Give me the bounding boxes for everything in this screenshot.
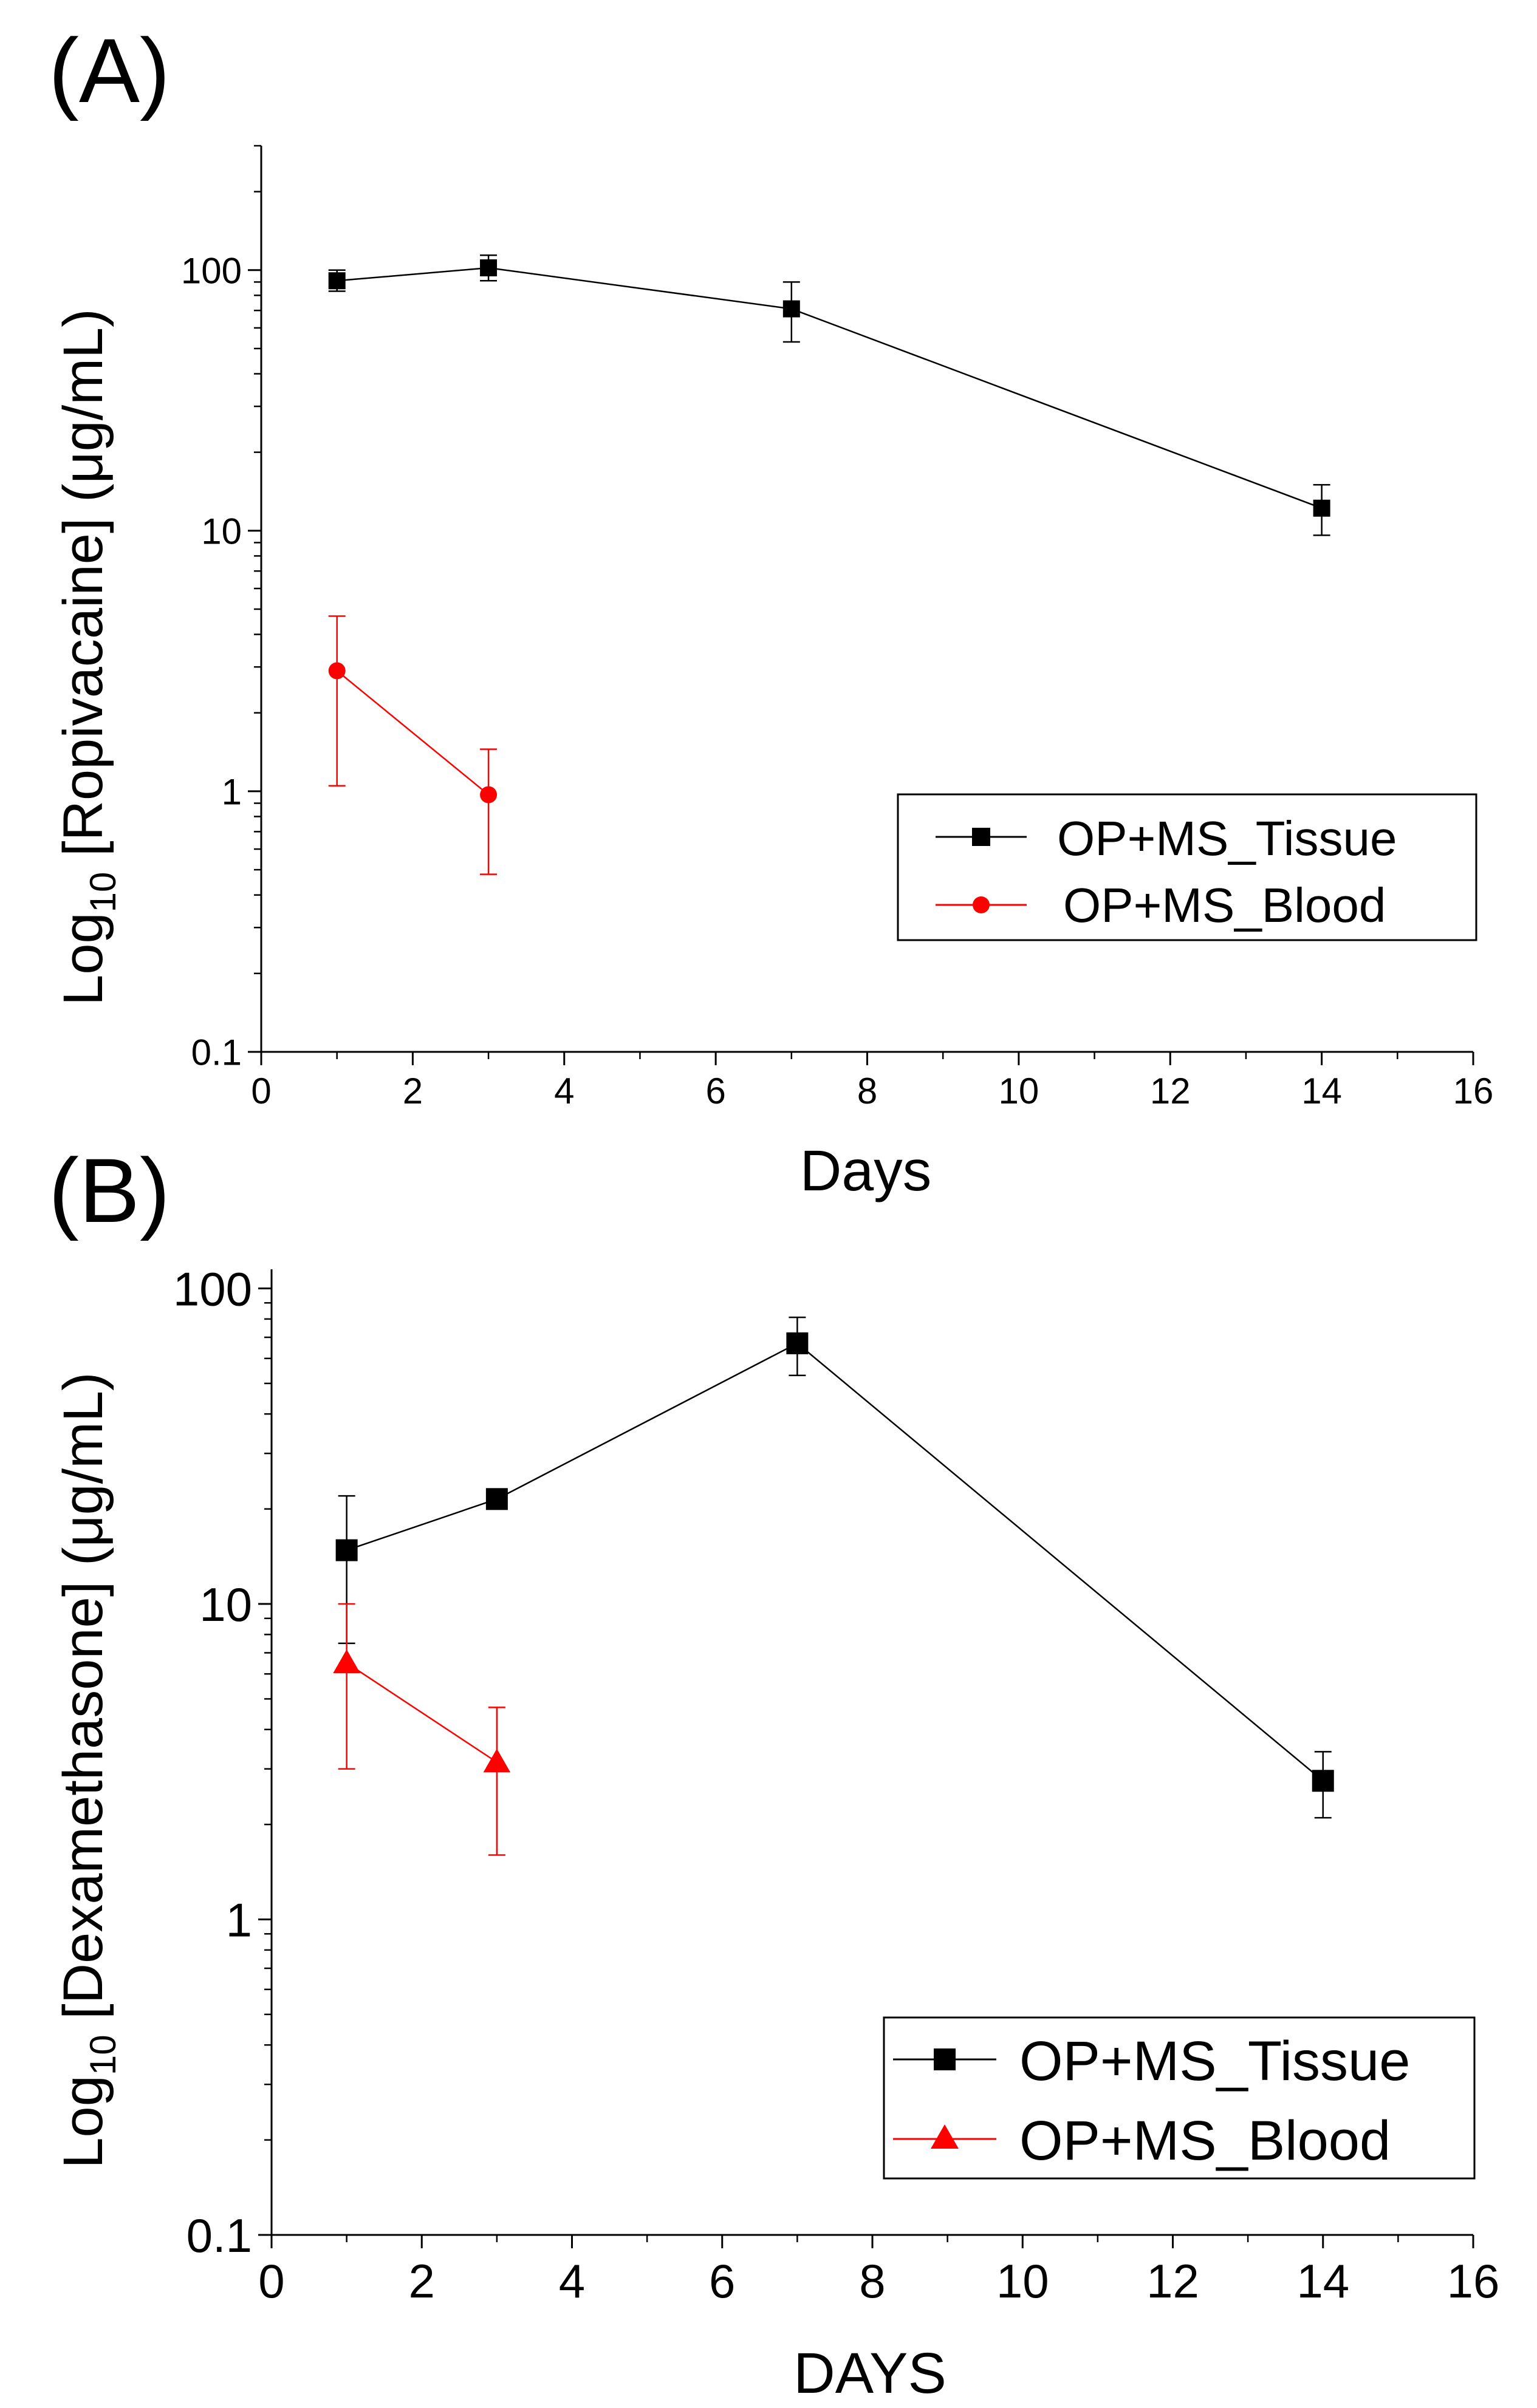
panel-a-legend-tissue-marker [972,828,990,846]
panel-b-legend-box [883,2016,1476,2180]
panel-b-y-title-rest: [Dexamethasone] (μg/mL) [52,1372,114,2035]
panel-b-x-tick-label: 16 [1447,2254,1500,2308]
panel-a-legend: OP+MS_Tissue OP+MS_Blood [897,793,1477,941]
panel-b-x-tick-label: 14 [1296,2254,1349,2308]
panel-a-x-tick-label: 4 [554,1071,574,1111]
panel-b-x-tick-label: 0 [258,2254,284,2308]
panel-b-legend-tissue-label: OP+MS_Tissue [1019,2030,1410,2092]
panel-a-x-tick-label: 8 [857,1071,877,1111]
panel-a-x-tick-label: 2 [403,1071,423,1111]
panel-b-legend: OP+MS_Tissue OP+MS_Blood [883,2016,1476,2180]
panel-b-x-tick-label: 8 [859,2254,885,2308]
panel-a-series-0-point [328,272,346,290]
panel-a-x-tick-label: 6 [705,1071,725,1111]
panel-a-x-axis-title: Days [800,1139,931,1203]
panel-a-legend-tissue-label: OP+MS_Tissue [1057,811,1397,865]
panel-b-legend-tissue-marker [934,2048,956,2070]
panel-a-y-title-rest: [Ropivacaine] (μg/mL) [52,309,114,871]
panel-b-legend-blood-marker [931,2124,959,2149]
panel-a-x-tick-label: 16 [1453,1071,1494,1111]
panel-a-series-1-point [480,786,498,803]
panel-b-y-title-log: Log [52,2075,114,2169]
panel-a-x-tick-label: 14 [1301,1071,1342,1111]
panel-a-x-tick-label: 10 [999,1071,1039,1111]
panel-a-series-0-point [782,300,800,318]
panel-a-x-tick-label: 12 [1150,1071,1191,1111]
panel-a-x-tick-label: 0 [251,1071,271,1111]
panel-a-y-tick-label: 0.1 [191,1032,242,1073]
panel-a-y-tick-label: 1 [222,772,242,813]
panel-b-series [333,1316,1334,1856]
panel-a-series-0-point [1313,499,1330,517]
panel-a-y-tick-label: 100 [181,250,242,291]
panel-a-series-1-line [336,670,489,796]
panel-b-legend-blood-label: OP+MS_Blood [1019,2110,1391,2172]
panel-b-series-0-point [1312,1770,1334,1792]
panel-b-series-0-point [786,1332,809,1354]
panel-b-x-tick-label: 12 [1146,2254,1199,2308]
panel-a-legend-blood-marker [973,896,990,913]
panel-b-x-axis-title: DAYS [793,2341,947,2406]
panel-b-ticks: 0 2 4 6 8 10 12 14 16 0.1 1 10 100 [173,1263,1500,2308]
panel-a-y-title-subscript: 10 [83,872,123,913]
panel-b-x-tick-label: 6 [709,2254,735,2308]
panel-a-series-0-line [337,267,1323,509]
panel-a-series-0-point [480,259,498,277]
panel-a-y-tick-label: 10 [201,511,242,551]
panel-b-y-tick-label: 100 [173,1263,252,1316]
panel-b-y-tick-label: 10 [199,1578,252,1631]
panel-a-legend-box [897,793,1477,941]
panel-a-series [328,254,1330,875]
panel-b-x-tick-label: 2 [409,2254,435,2308]
panel-b-x-tick-label: 10 [996,2254,1049,2308]
panel-a-series-1-point [328,662,346,680]
panel-b-y-tick-label: 1 [226,1894,252,1947]
panel-a-label: (A) [49,19,170,121]
panel-b-series-0-point [335,1539,358,1561]
panel-a-y-title-log: Log [52,912,114,1006]
panel-b-label: (B) [49,1139,170,1241]
panel-b-y-title-subscript: 10 [83,2035,123,2075]
panel-b-series-0-line [346,1342,1324,1782]
panel-b-series-1-line [346,1662,498,1763]
panel-a-ticks: 0 2 4 6 8 10 12 14 16 0.1 1 10 100 [181,145,1494,1111]
panel-a-legend-blood-label: OP+MS_Blood [1063,878,1386,932]
panel-b-series-1-point [333,1649,360,1673]
panel-b-series-1-point [483,1748,511,1773]
panel-b-y-tick-label: 0.1 [187,2209,252,2262]
panel-b-series-0-point [485,1488,508,1510]
panel-b-y-axis-title: Log10 [Dexamethasone] (μg/mL) [52,1372,123,2168]
panel-a-y-axis-title: Log10 [Ropivacaine] (μg/mL) [52,309,123,1006]
panel-b-x-tick-label: 4 [559,2254,585,2308]
